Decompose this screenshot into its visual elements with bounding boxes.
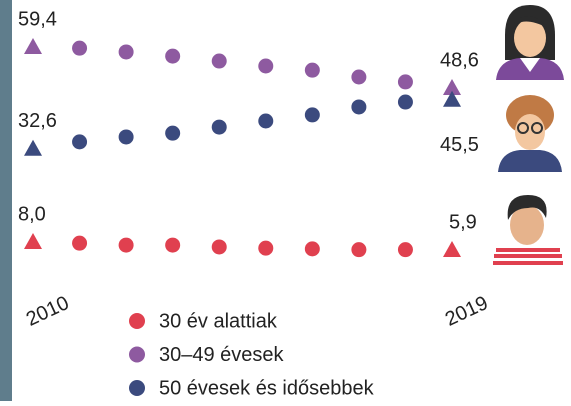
value-label: 59,4 (18, 8, 57, 30)
dot (258, 114, 273, 129)
legend-swatch (129, 347, 145, 363)
end-marker (24, 233, 42, 249)
legend-label: 50 évesek és idősebbek (159, 377, 375, 399)
value-label: 5,9 (449, 211, 477, 233)
dot (351, 69, 366, 84)
dot (258, 58, 273, 73)
dot (119, 129, 134, 144)
legend-label: 30–49 évesek (159, 344, 285, 366)
avatar-woman-glasses (498, 95, 562, 172)
legend-label: 30 év alattiak (159, 310, 278, 332)
dot (165, 126, 180, 141)
dot (212, 239, 227, 254)
value-label: 8,0 (18, 203, 46, 225)
dot (305, 241, 320, 256)
legend-swatch (129, 313, 145, 329)
dot (212, 120, 227, 135)
value-label: 48,6 (440, 49, 479, 71)
dot (119, 238, 134, 253)
dot (165, 49, 180, 64)
dot (258, 241, 273, 256)
avatar-woman (496, 5, 564, 80)
dot (351, 242, 366, 257)
end-marker (24, 38, 42, 54)
dot (305, 107, 320, 122)
dot (398, 242, 413, 257)
dot (72, 236, 87, 251)
chart: 8,0 5,9 59,4 48,6 32,6 45,5 2010 2019 30 év alat… (0, 0, 571, 401)
legend-swatch (129, 380, 145, 396)
dot (72, 41, 87, 56)
end-marker (443, 241, 461, 257)
avatar-man (492, 195, 564, 270)
x-tick-label: 2010 (23, 292, 73, 331)
side-strip (0, 0, 12, 401)
value-label: 45,5 (440, 134, 479, 156)
end-marker (24, 140, 42, 156)
dot (72, 134, 87, 149)
dot (398, 74, 413, 89)
dot (398, 95, 413, 110)
dot (212, 54, 227, 69)
dot (351, 99, 366, 114)
dot (165, 238, 180, 253)
value-label: 32,6 (18, 110, 57, 132)
dot (119, 44, 134, 59)
dot (305, 63, 320, 78)
x-tick-label: 2019 (442, 292, 492, 331)
